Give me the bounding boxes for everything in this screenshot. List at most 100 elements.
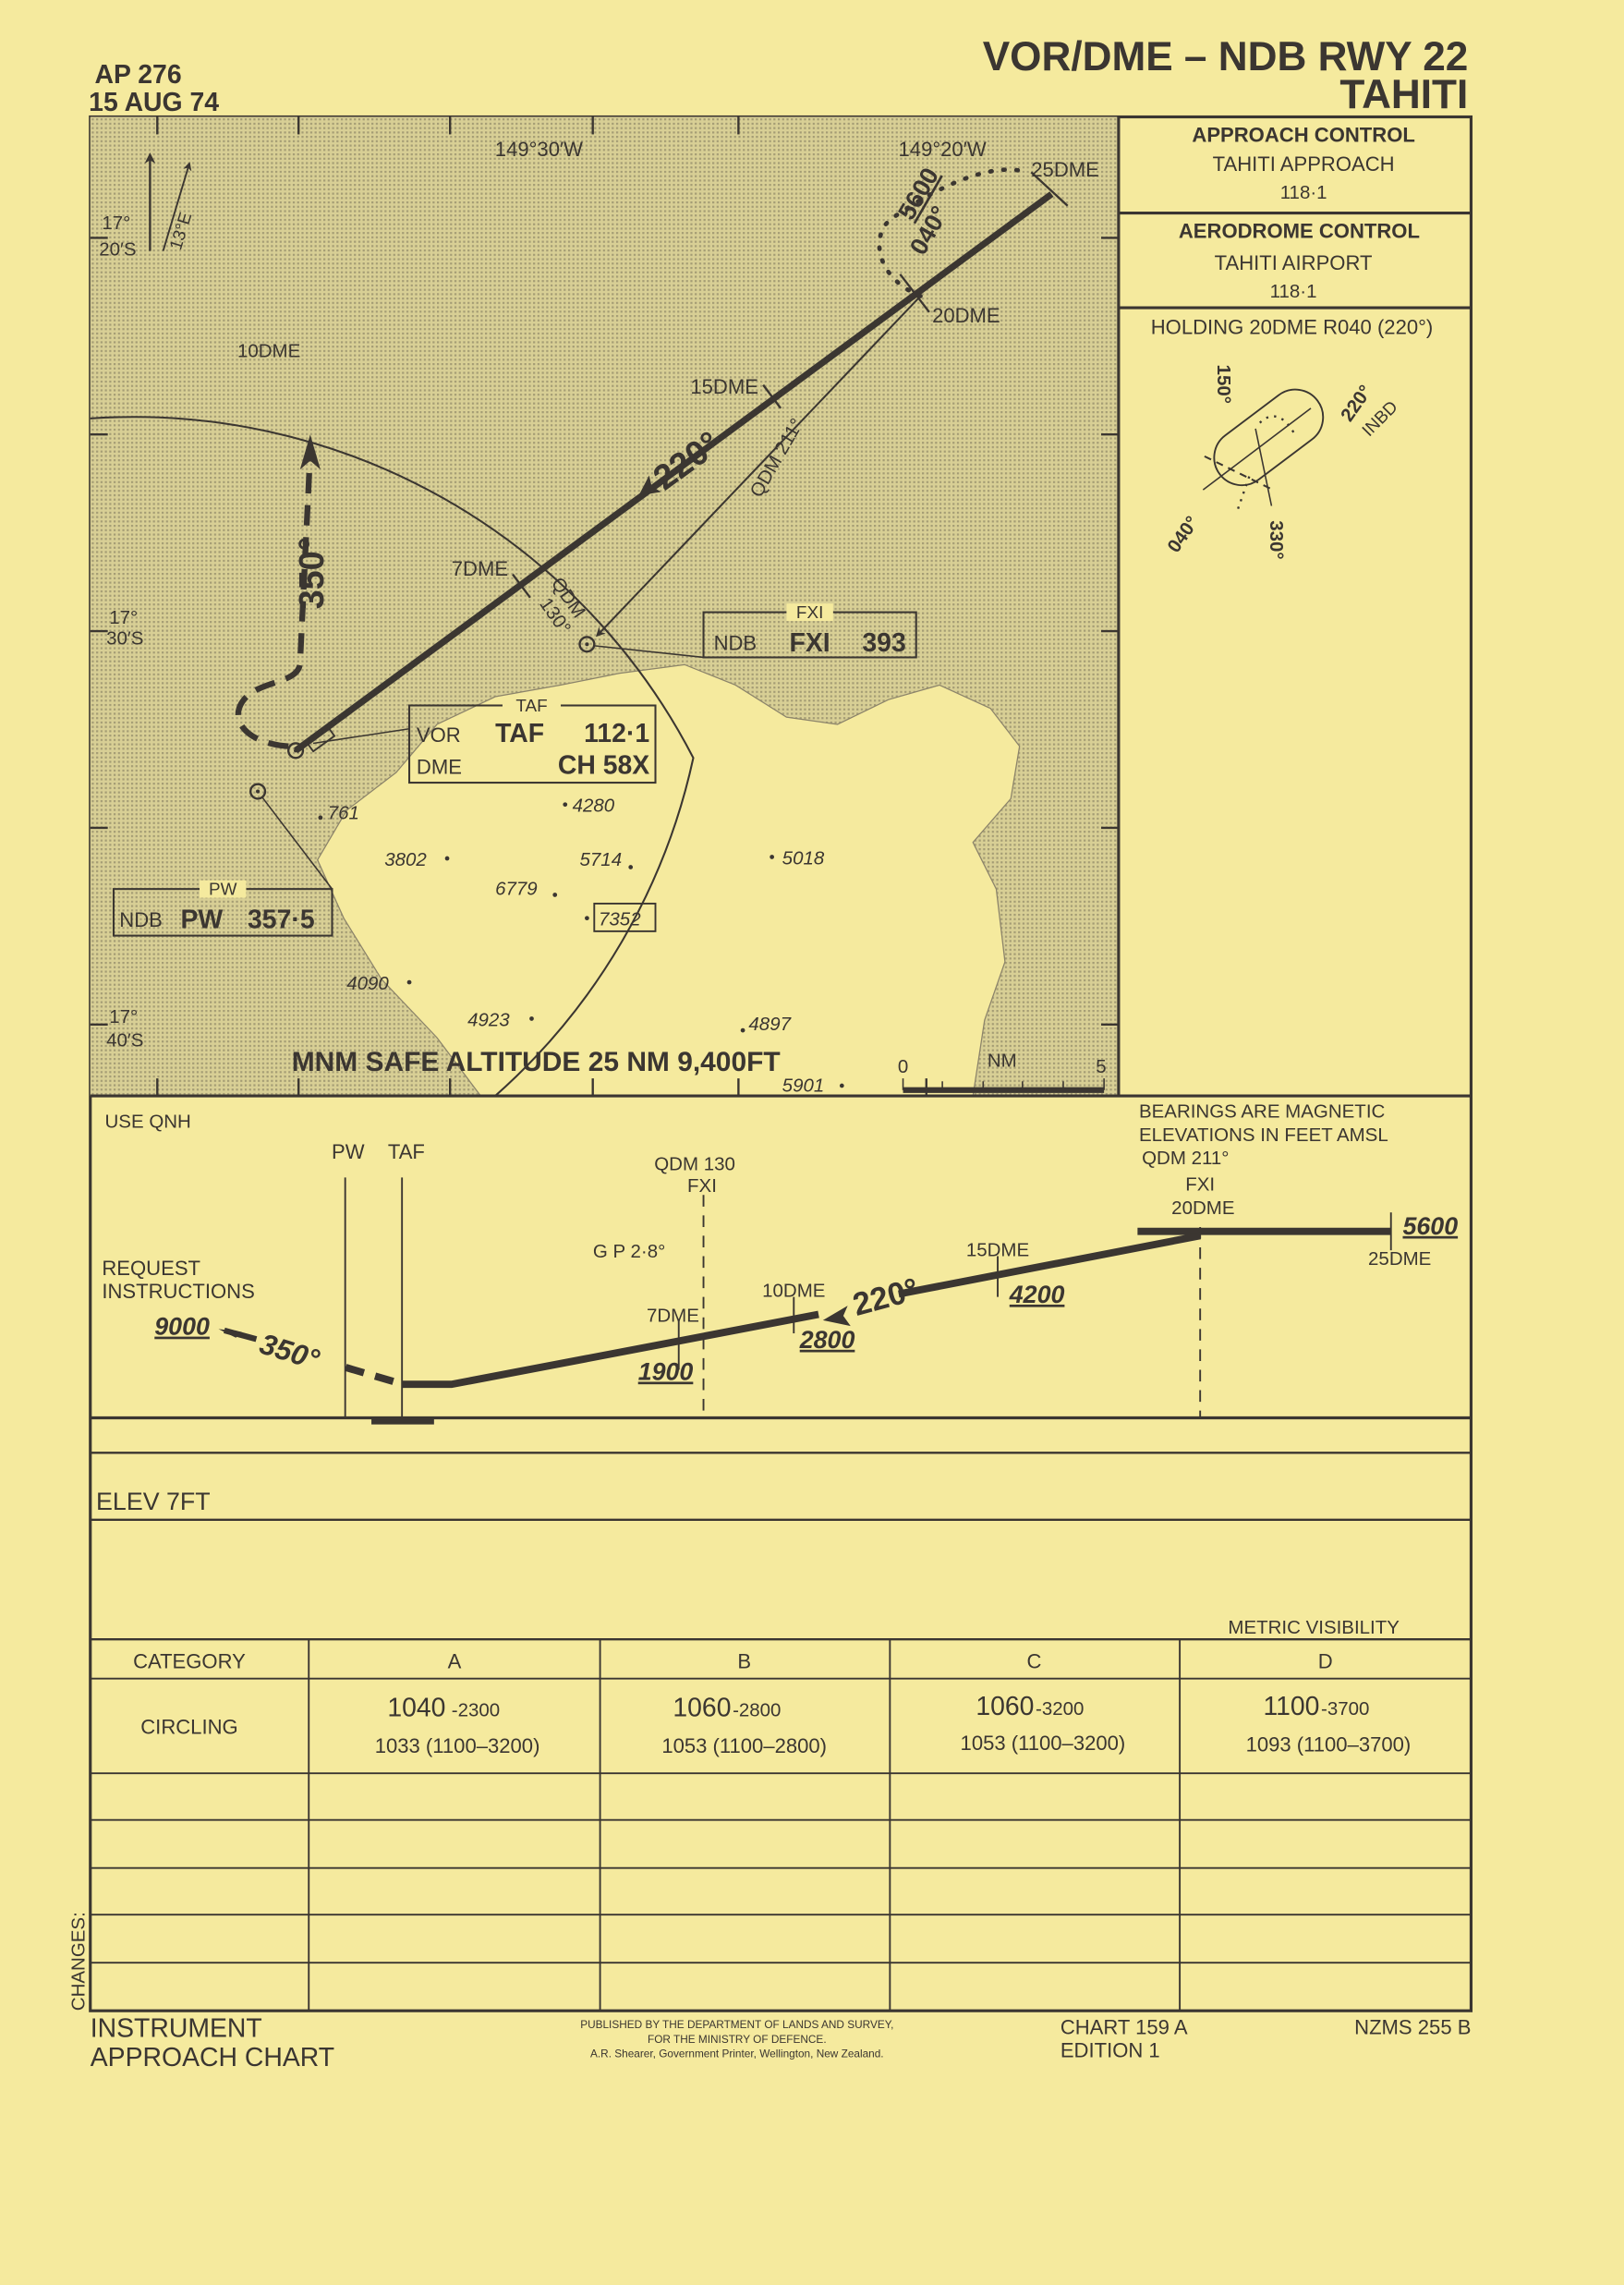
pw-label: PW: [332, 1140, 365, 1163]
alternate-value: 1053 (1100–3200): [961, 1732, 1126, 1755]
scale-start: 0: [898, 1056, 908, 1077]
taf-vor-symbol: [287, 724, 336, 760]
aerodrome-control-name: TAHITI AIRPORT: [1215, 251, 1373, 274]
mda-value: 1100: [1263, 1692, 1319, 1721]
category-a-header: A: [448, 1650, 462, 1673]
chart-code: AP 276: [94, 60, 181, 90]
footer: INSTRUMENT APPROACH CHART PUBLISHED BY T…: [91, 2014, 1472, 2073]
holding-label: 330°: [1266, 520, 1287, 559]
latitude-label: 30′S: [106, 627, 143, 649]
arrow-icon: [638, 475, 661, 496]
procedure-title: VOR/DME – NDB RWY 22: [983, 34, 1469, 79]
publisher-note: FOR THE MINISTRY OF DEFENCE.: [648, 2033, 827, 2046]
publisher-note: PUBLISHED BY THE DEPARTMENT OF LANDS AND…: [580, 2018, 893, 2031]
category-header: CATEGORY: [133, 1650, 246, 1673]
latitude-label: 17°: [109, 1006, 138, 1027]
arrow-icon: [299, 434, 321, 470]
longitude-label: 149°20′W: [899, 138, 987, 161]
circling-label: CIRCLING: [140, 1716, 237, 1739]
mda-value: 1040: [387, 1694, 445, 1723]
spot-height: 5901: [782, 1075, 825, 1096]
longitude-label: 149°30′W: [495, 138, 583, 161]
fxi-frequency: 393: [862, 628, 905, 658]
fix-dme-label: 10DME: [762, 1281, 825, 1302]
use-qnh-note: USE QNH: [105, 1112, 191, 1133]
communications-panel: APPROACH CONTROL TAHITI APPROACH 118·1 A…: [1118, 123, 1472, 560]
holding-label: 040°: [1163, 512, 1203, 556]
spot-height: 4280: [573, 796, 615, 817]
chart-type: APPROACH CHART: [91, 2043, 334, 2072]
visibility-value: -2300: [452, 1700, 500, 1721]
holding-pattern-path: [877, 167, 1029, 298]
missed-approach-altitude: 9000: [154, 1313, 210, 1341]
fxi-ndb-box: FXI NDB FXI 393: [702, 603, 917, 659]
latitude-label: 17°: [102, 213, 130, 234]
holding-label: 150°: [1213, 365, 1234, 404]
aerodrome-elevation: ELEV 7FT: [96, 1488, 211, 1515]
spot-height: 4090: [346, 973, 389, 994]
profile-note: ELEVATIONS IN FEET AMSL: [1139, 1124, 1388, 1146]
dme-channel: CH 58X: [558, 751, 649, 781]
request-instructions: REQUEST: [102, 1257, 200, 1280]
final-course-label: 220°: [849, 1272, 922, 1323]
missed-approach-track: [235, 452, 313, 749]
dme-label: DME: [417, 756, 462, 779]
spot-height: 761: [328, 802, 359, 823]
dme-label: 25DME: [1031, 158, 1099, 181]
holding-altitude: 5600: [1402, 1212, 1458, 1240]
spot-height: 5018: [782, 847, 825, 869]
pw-ndb-box: PW NDB PW 357·5: [112, 880, 333, 937]
scale-end: 5: [1096, 1056, 1106, 1077]
spot-heights: 761 3802 4280 5714 6779 7352 5018 4090 4…: [318, 796, 844, 1096]
category-d-header: D: [1318, 1650, 1333, 1673]
spot-height: 4923: [467, 1009, 510, 1030]
alternate-value: 1053 (1100–2800): [661, 1734, 827, 1757]
chart-date: 15 AUG 74: [89, 88, 219, 117]
pw-ndb-symbol: [249, 783, 267, 800]
profile-view: USE QNH BEARINGS ARE MAGNETIC ELEVATIONS…: [90, 1101, 1472, 1454]
fxi-label: FXI: [1185, 1174, 1215, 1196]
spot-height: 4897: [748, 1014, 792, 1035]
minimum-safe-altitude: MNM SAFE ALTITUDE 25 NM 9,400FT: [292, 1047, 781, 1077]
qdm-130-label: QDM 130: [654, 1153, 735, 1174]
aerodrome-control-frequency: 118·1: [1270, 281, 1317, 302]
dme-label: 15DME: [690, 375, 758, 398]
dme-label: 20DME: [932, 304, 1000, 327]
approach-control-name: TAHITI APPROACH: [1213, 152, 1395, 176]
taf-ident: TAF: [515, 697, 547, 716]
spot-height: 5714: [580, 849, 623, 870]
vor-name: TAF: [495, 719, 544, 748]
latitude-label: 20′S: [99, 238, 136, 260]
10dme-arc: [90, 416, 695, 1097]
category-b-header: B: [737, 1650, 751, 1673]
vor-frequency: 112·1: [584, 719, 649, 748]
land-area: [317, 663, 1021, 1097]
fxi-ndb-symbol: [578, 636, 596, 653]
visibility-value: -2800: [733, 1700, 781, 1721]
pw-name: PW: [181, 905, 224, 935]
minima-cell-a: 1040 -2300 1033 (1100–3200): [375, 1694, 540, 1757]
spot-height: 7352: [599, 909, 641, 930]
minima-cell-b: 1060 -2800 1053 (1100–2800): [661, 1694, 827, 1757]
glidepath-label: G P 2·8°: [593, 1241, 665, 1262]
approach-control-frequency: 118·1: [1280, 182, 1327, 203]
plan-view-map: 149°30′W 149°20′W 17° 20′S 17° 30′S 17° …: [90, 116, 1472, 1098]
dme-label: 7DME: [452, 557, 508, 580]
profile-note: QDM 211°: [1142, 1148, 1229, 1169]
dme-label: 10DME: [237, 341, 300, 362]
approach-control-heading: APPROACH CONTROL: [1192, 123, 1414, 146]
request-instructions: INSTRUCTIONS: [102, 1280, 254, 1303]
graticule-ticks: [90, 116, 1119, 1097]
fix-dme-label: 15DME: [966, 1239, 1029, 1260]
header: AP 276 15 AUG 74 VOR/DME – NDB RWY 22 TA…: [89, 34, 1468, 117]
holding-diagram: 150° 220° INBD 040° 330°: [1163, 365, 1401, 560]
taf-vor-dme-box: TAF VOR TAF 112·1 DME CH 58X: [408, 697, 657, 784]
fix-altitude: 1900: [638, 1357, 694, 1385]
25dme-label: 25DME: [1368, 1248, 1431, 1270]
visibility-value: -3700: [1321, 1698, 1369, 1720]
aerodrome-control-heading: AERODROME CONTROL: [1179, 219, 1420, 242]
20dme-label: 20DME: [1171, 1197, 1234, 1219]
chart-number: CHART 159 A: [1060, 2015, 1188, 2038]
